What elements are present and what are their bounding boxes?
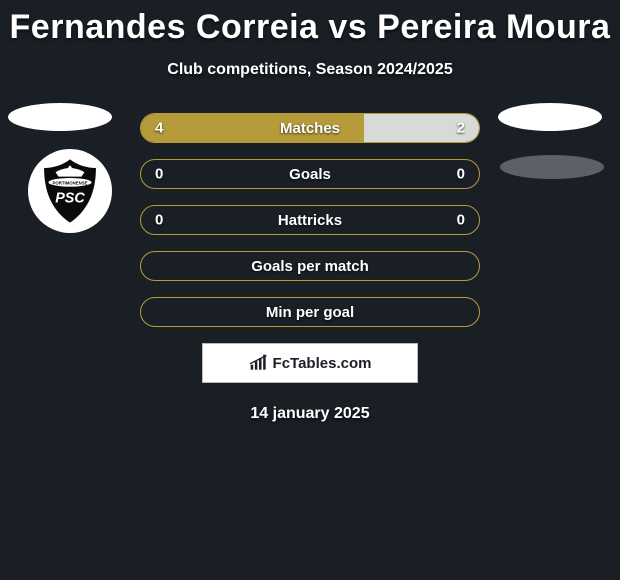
svg-text:PSC: PSC xyxy=(55,191,85,207)
stat-row-matches: 4 Matches 2 xyxy=(140,113,480,143)
stat-row-hattricks: 0 Hattricks 0 xyxy=(140,205,480,235)
stat-row-min-per-goal: Min per goal xyxy=(140,297,480,327)
portimonense-logo-icon: PORTIMONENSE PSC xyxy=(34,155,106,227)
club-badge-right-placeholder xyxy=(500,155,604,179)
stats-area: PORTIMONENSE PSC 4 Matches 2 0 Goals 0 0… xyxy=(0,113,620,423)
stat-label: Goals xyxy=(289,166,331,183)
stat-right-value: 2 xyxy=(457,120,465,137)
stat-row-goals-per-match: Goals per match xyxy=(140,251,480,281)
page-title: Fernandes Correia vs Pereira Moura xyxy=(0,0,620,47)
stat-label: Goals per match xyxy=(251,258,369,275)
stat-label: Hattricks xyxy=(278,212,342,229)
stat-right-value: 0 xyxy=(457,166,465,183)
stat-label: Min per goal xyxy=(266,304,354,321)
bar-chart-icon xyxy=(249,354,269,372)
svg-text:PORTIMONENSE: PORTIMONENSE xyxy=(53,181,88,186)
footer-brand-text: FcTables.com xyxy=(273,355,372,372)
stat-right-value: 0 xyxy=(457,212,465,229)
date-text: 14 january 2025 xyxy=(0,405,620,423)
stat-label: Matches xyxy=(280,120,340,137)
stat-left-value: 0 xyxy=(155,212,163,229)
player-badge-left-placeholder xyxy=(8,103,112,131)
player-badge-right-placeholder xyxy=(498,103,602,131)
stat-left-value: 0 xyxy=(155,166,163,183)
club-logo-left: PORTIMONENSE PSC xyxy=(28,149,112,233)
stat-left-value: 4 xyxy=(155,120,163,137)
stat-rows: 4 Matches 2 0 Goals 0 0 Hattricks 0 Goal… xyxy=(140,113,480,327)
stat-row-goals: 0 Goals 0 xyxy=(140,159,480,189)
subtitle: Club competitions, Season 2024/2025 xyxy=(0,61,620,79)
footer-brand-box[interactable]: FcTables.com xyxy=(202,343,418,383)
